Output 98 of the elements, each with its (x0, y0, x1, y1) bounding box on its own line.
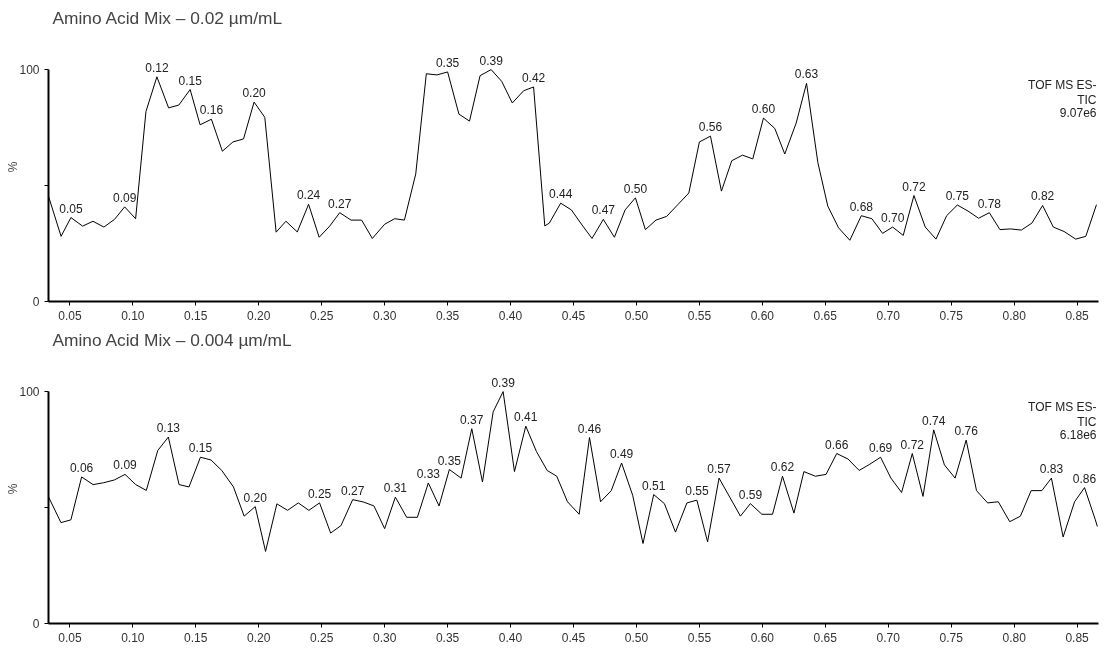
annotation: 0.39 (479, 53, 504, 68)
x-tick-label: 0.30 (372, 630, 397, 645)
x-tick-label: 0.80 (1002, 630, 1027, 645)
x-tick-label: 0.80 (1002, 308, 1027, 323)
annotation: 0.70 (880, 211, 905, 226)
annotation: 6.18e6 (1059, 427, 1097, 442)
annotation: 0.33 (416, 466, 441, 481)
annotation: 0.68 (849, 199, 874, 214)
x-tick-label: 0.75 (939, 630, 964, 645)
annotation: 0.44 (548, 187, 573, 202)
x-tick-label: 0.20 (247, 308, 271, 323)
x-tick-label: 0.05 (58, 308, 82, 323)
annotation: 0.09 (112, 190, 137, 205)
annotation: 0.35 (437, 453, 462, 468)
annotation: TIC (1077, 92, 1097, 107)
annotation: 0.56 (698, 120, 723, 135)
annotation: 0.05 (59, 201, 83, 216)
x-tick-label: 0.60 (750, 630, 775, 645)
annotation: 0.51 (642, 478, 666, 493)
x-tick-label: 0.45 (561, 308, 586, 323)
x-tick-label: 0.85 (1065, 308, 1090, 323)
x-tick-label: 0.05 (58, 630, 82, 645)
y-tick-label: 0 (32, 295, 40, 309)
annotation: 0.69 (868, 441, 893, 456)
annotation: 0.57 (707, 462, 732, 477)
y-tick-label: 100 (19, 63, 40, 78)
annotation: 0.15 (178, 73, 203, 88)
annotation: 0.42 (521, 71, 546, 85)
annotation: 0.20 (242, 86, 267, 101)
x-tick-label: 0.70 (876, 630, 901, 645)
x-tick-label: 0.50 (624, 630, 649, 645)
annotation: 0.82 (1030, 189, 1055, 204)
x-tick-label: 0.10 (121, 308, 145, 323)
annotation: 0.27 (340, 483, 365, 498)
annotation: 0.75 (945, 189, 970, 204)
x-tick-label: 0.65 (813, 630, 838, 645)
chart-title: Amino Acid Mix – 0.004 µm/mL (52, 329, 293, 350)
annotation: 0.72 (900, 437, 925, 452)
x-tick-label: 0.75 (939, 308, 964, 323)
annotation: 0.63 (794, 67, 819, 82)
annotation: 0.83 (1039, 462, 1064, 477)
annotation: 0.55 (685, 484, 709, 499)
x-tick-label: 0.65 (813, 308, 838, 323)
annotation: 0.20 (243, 490, 268, 505)
annotation: 0.25 (307, 486, 332, 501)
x-tick-label: 0.35 (435, 630, 460, 645)
annotation: 0.27 (328, 196, 352, 211)
x-tick-label: 0.50 (624, 308, 649, 323)
annotation: 0.60 (751, 102, 776, 117)
x-tick-label: 0.30 (372, 308, 397, 323)
annotation: 0.76 (954, 424, 979, 439)
x-tick-label: 0.45 (561, 630, 586, 645)
x-tick-label: 0.40 (498, 308, 523, 323)
annotation: 0.86 (1072, 471, 1097, 486)
chart-title: Amino Acid Mix – 0.02 µm/mL (52, 7, 283, 28)
x-tick-label: 0.20 (247, 630, 271, 645)
x-tick-label: 0.15 (184, 308, 208, 323)
x-tick-label: 0.25 (310, 630, 334, 645)
annotation: 0.37 (460, 412, 484, 427)
x-tick-label: 0.85 (1065, 630, 1090, 645)
annotation: 0.09 (113, 458, 138, 473)
x-tick-label: 0.55 (687, 308, 712, 323)
annotation: 0.49 (609, 447, 634, 462)
x-tick-label: 0.55 (687, 630, 712, 645)
y-tick-label: 0 (32, 617, 40, 631)
annotation: 0.59 (738, 487, 763, 502)
annotation: 0.78 (977, 196, 1002, 211)
annotation: 0.41 (514, 410, 538, 425)
annotation: TIC (1077, 414, 1097, 429)
x-tick-label: 0.35 (435, 308, 460, 323)
annotation: 9.07e6 (1059, 105, 1097, 120)
annotation: 0.12 (145, 60, 169, 75)
annotation: 0.74 (922, 413, 946, 428)
x-tick-label: 0.25 (310, 308, 334, 323)
annotation: TOF MS ES- (1028, 77, 1097, 92)
annotation: 0.24 (296, 188, 321, 203)
annotation: 0.66 (825, 437, 849, 452)
y-tick-label: 100 (19, 385, 40, 400)
annotation: 0.15 (188, 441, 213, 456)
x-tick-label: 0.40 (498, 630, 523, 645)
x-tick-label: 0.10 (121, 630, 145, 645)
annotation: 0.72 (902, 179, 926, 194)
annotation: 0.35 (435, 55, 460, 70)
annotation: 0.39 (491, 375, 516, 390)
annotation: 0.62 (770, 460, 795, 475)
annotation: 0.47 (591, 203, 616, 218)
annotation: 0.50 (623, 181, 648, 196)
x-tick-label: 0.15 (184, 630, 208, 645)
annotation: 0.16 (199, 103, 224, 118)
annotation: TOF MS ES- (1028, 399, 1097, 414)
x-tick-label: 0.70 (876, 308, 901, 323)
annotation: 0.31 (383, 481, 408, 496)
annotation: 0.06 (69, 460, 94, 475)
annotation: 0.46 (577, 421, 602, 436)
annotation: 0.13 (156, 421, 181, 436)
y-axis-title: % (6, 483, 21, 495)
x-tick-label: 0.60 (750, 308, 775, 323)
y-axis-title: % (6, 161, 21, 173)
